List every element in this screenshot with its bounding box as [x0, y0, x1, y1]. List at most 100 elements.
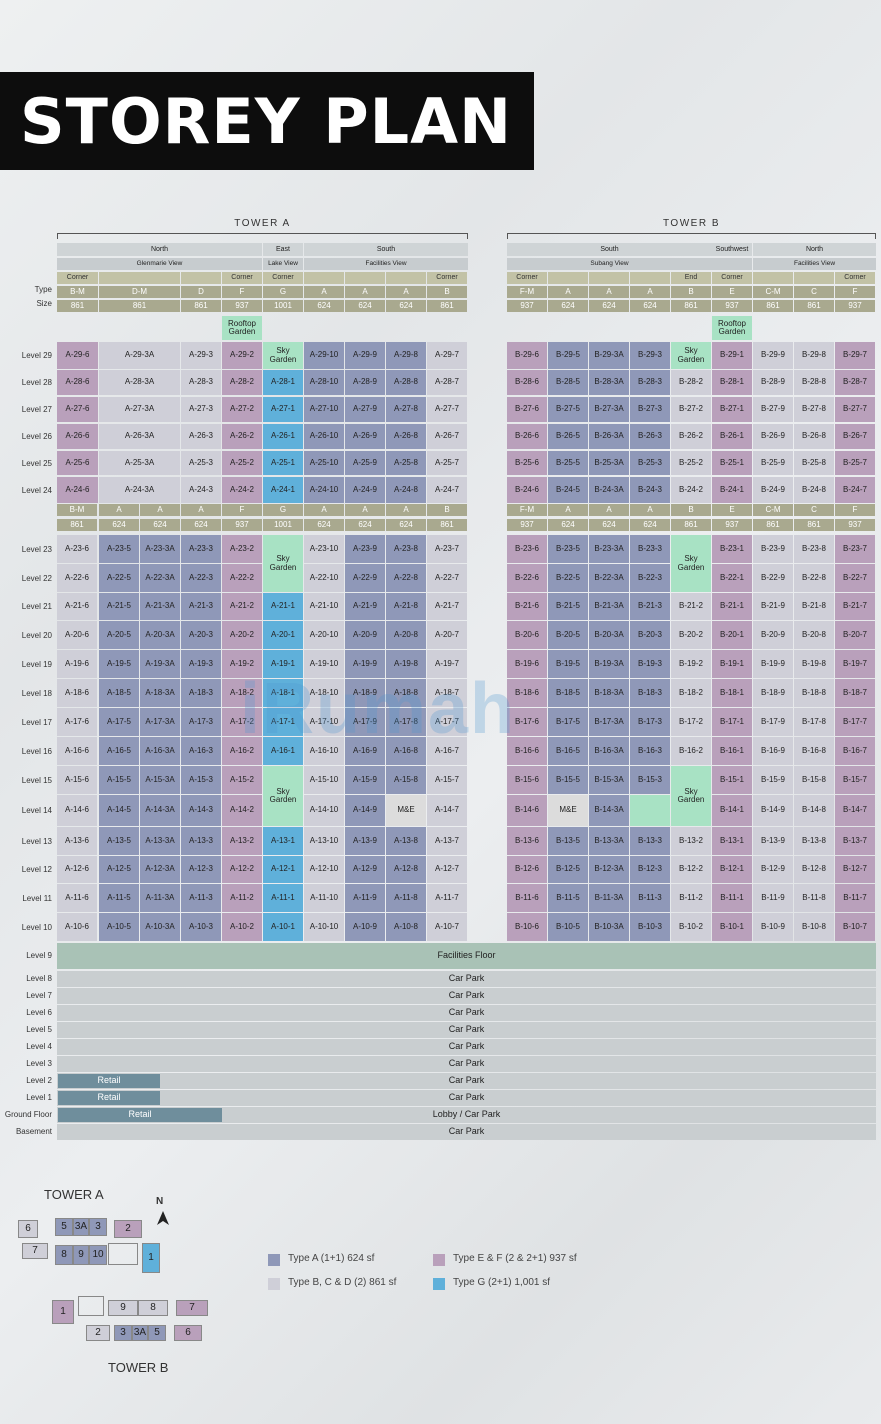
- mid-type: F: [222, 504, 262, 516]
- mid-size: 937: [712, 519, 752, 531]
- level-label: Level 29: [21, 351, 52, 360]
- level-label: Level 19: [21, 660, 52, 669]
- unit-cell: A-24-10: [304, 477, 344, 503]
- unit-cell: B-25-3: [630, 451, 670, 475]
- unit-cell: B-20-3A: [589, 621, 629, 649]
- unit-cell: A-25-7: [427, 451, 467, 475]
- unit-cell: B-13-8: [794, 827, 834, 855]
- site-unit-block: 3: [89, 1218, 107, 1236]
- unit-cell: B-26-2: [671, 424, 711, 449]
- unit-cell: B-14-1: [712, 795, 752, 826]
- tower-a-type: B-M: [57, 286, 98, 298]
- unit-cell: B-26-6: [507, 424, 547, 449]
- mid-type: C: [794, 504, 834, 516]
- unit-cell: A-10-9: [345, 913, 385, 941]
- tower-a-corner: Corner: [427, 272, 467, 284]
- unit-cell: B-28-6: [507, 370, 547, 395]
- unit-cell: B-11-2: [671, 884, 711, 912]
- tower-b-heading: TOWER B: [663, 218, 720, 229]
- unit-cell: A-15-5: [99, 766, 139, 794]
- unit-cell: B-17-3A: [589, 708, 629, 736]
- unit-cell: A-15-8: [386, 766, 426, 794]
- unit-cell: A-17-9: [345, 708, 385, 736]
- unit-cell: B-12-3A: [589, 856, 629, 883]
- unit-cell: A-28-3: [181, 370, 221, 395]
- size-row-label: Size: [36, 299, 52, 308]
- unit-cell: B-13-7: [835, 827, 875, 855]
- level-label: Level 11: [22, 894, 52, 903]
- unit-cell: A-11-7: [427, 884, 467, 912]
- unit-cell: A-28-8: [386, 370, 426, 395]
- unit-cell: B-12-1: [712, 856, 752, 883]
- sky-garden: Sky Garden: [263, 535, 303, 592]
- unit-cell: B-12-7: [835, 856, 875, 883]
- unit-cell: A-11-3A: [140, 884, 180, 912]
- level-label: Level 26: [21, 432, 52, 441]
- unit-cell: A-25-3A: [99, 451, 180, 475]
- unit-cell: A-23-8: [386, 535, 426, 563]
- unit-cell: A-23-2: [222, 535, 262, 563]
- unit-cell: A-16-8: [386, 737, 426, 765]
- tower-b-corner: Corner: [835, 272, 875, 284]
- tower-b-view: Facilities View: [753, 258, 876, 270]
- unit-cell: A-10-3: [181, 913, 221, 941]
- unit-cell: A-20-10: [304, 621, 344, 649]
- unit-cell: A-10-6: [57, 913, 97, 941]
- tower-a-corner: [345, 272, 385, 284]
- unit-cell: B-17-8: [794, 708, 834, 736]
- unit-cell: B-17-9: [753, 708, 793, 736]
- tower-b-corner: [589, 272, 629, 284]
- unit-cell: A-16-7: [427, 737, 467, 765]
- tower-b-corner: Corner: [507, 272, 547, 284]
- unit-cell: A-24-1: [263, 477, 303, 503]
- unit-cell: A-23-3: [181, 535, 221, 563]
- unit-cell: A-11-9: [345, 884, 385, 912]
- unit-cell: B-21-1: [712, 593, 752, 620]
- unit-cell: A-27-9: [345, 397, 385, 422]
- tower-a-type: D: [181, 286, 221, 298]
- unit-cell: B-17-1: [712, 708, 752, 736]
- unit-cell: B-22-7: [835, 564, 875, 592]
- unit-cell: B-26-3A: [589, 424, 629, 449]
- sky-garden: Sky Garden: [671, 535, 711, 592]
- unit-cell: B-27-9: [753, 397, 793, 422]
- unit-cell: B-16-9: [753, 737, 793, 765]
- level-label: Level 9: [26, 951, 52, 960]
- unit-cell: B-20-1: [712, 621, 752, 649]
- unit-cell: A-26-6: [57, 424, 98, 449]
- unit-cell: B-21-7: [835, 593, 875, 620]
- unit-cell: A-26-9: [345, 424, 385, 449]
- unit-cell: A-25-2: [222, 451, 262, 475]
- retail-block: Retail: [58, 1108, 222, 1122]
- unit-cell: A-15-6: [57, 766, 97, 794]
- unit-cell: A-21-2: [222, 593, 262, 620]
- tower-b-site-label: TOWER B: [108, 1360, 169, 1375]
- mid-size: 861: [671, 519, 711, 531]
- unit-cell: A-26-3A: [99, 424, 180, 449]
- tower-b-orient: Southwest: [712, 243, 752, 256]
- unit-cell: B-26-8: [794, 424, 834, 449]
- mid-size: 624: [589, 519, 629, 531]
- unit-cell: A-22-10: [304, 564, 344, 592]
- unit-cell: A-23-7: [427, 535, 467, 563]
- legend-label: Type G (2+1) 1,001 sf: [453, 1277, 550, 1288]
- unit-cell: B-21-9: [753, 593, 793, 620]
- tower-b-type: B: [671, 286, 711, 298]
- unit-cell: B-11-5: [548, 884, 588, 912]
- tower-b-size: 937: [835, 300, 875, 312]
- unit-cell: A-27-8: [386, 397, 426, 422]
- car-park-row: Car Park: [57, 1073, 876, 1089]
- unit-cell: A-10-1: [263, 913, 303, 941]
- unit-cell: B-27-5: [548, 397, 588, 422]
- unit-cell: A-23-6: [57, 535, 97, 563]
- unit-cell: A-19-6: [57, 650, 97, 678]
- unit-cell: A-13-7: [427, 827, 467, 855]
- unit-cell: A-11-10: [304, 884, 344, 912]
- level-label: Level 25: [21, 459, 52, 468]
- unit-cell: B-15-1: [712, 766, 752, 794]
- retail-block: Retail: [58, 1091, 160, 1105]
- unit-cell: B-10-3: [630, 913, 670, 941]
- unit-cell: A-19-1: [263, 650, 303, 678]
- unit-cell: B-24-8: [794, 477, 834, 503]
- mid-size: 624: [304, 519, 344, 531]
